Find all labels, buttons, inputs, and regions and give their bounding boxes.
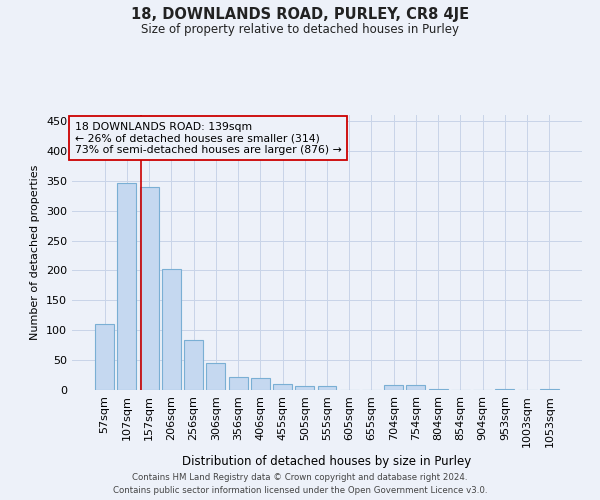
Bar <box>95 324 114 390</box>
Bar <box>384 385 403 390</box>
Text: Size of property relative to detached houses in Purley: Size of property relative to detached ho… <box>141 22 459 36</box>
Text: 18, DOWNLANDS ROAD, PURLEY, CR8 4JE: 18, DOWNLANDS ROAD, PURLEY, CR8 4JE <box>131 8 469 22</box>
Bar <box>251 378 270 390</box>
Bar <box>273 384 292 390</box>
Bar <box>429 389 448 390</box>
Text: 18 DOWNLANDS ROAD: 139sqm
← 26% of detached houses are smaller (314)
73% of semi: 18 DOWNLANDS ROAD: 139sqm ← 26% of detac… <box>74 122 341 155</box>
Bar <box>317 386 337 390</box>
Y-axis label: Number of detached properties: Number of detached properties <box>31 165 40 340</box>
Bar <box>184 340 203 390</box>
Bar <box>406 385 425 390</box>
Text: Contains HM Land Registry data © Crown copyright and database right 2024.
Contai: Contains HM Land Registry data © Crown c… <box>113 474 487 495</box>
Bar <box>206 362 225 390</box>
Bar <box>140 186 158 390</box>
Bar <box>496 389 514 390</box>
Bar <box>162 268 181 390</box>
Bar <box>540 389 559 390</box>
X-axis label: Distribution of detached houses by size in Purley: Distribution of detached houses by size … <box>182 455 472 468</box>
Bar <box>229 377 248 390</box>
Bar <box>295 386 314 390</box>
Bar <box>118 182 136 390</box>
